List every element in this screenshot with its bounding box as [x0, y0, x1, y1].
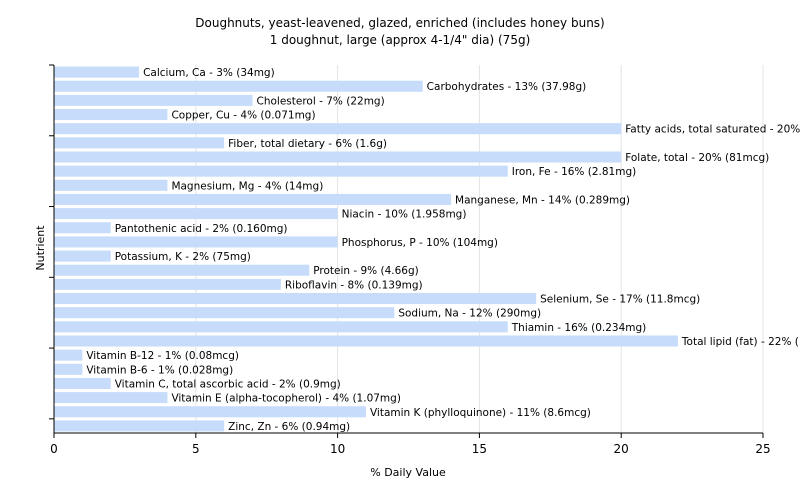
bar-label: Zinc, Zn - 6% (0.94mg): [228, 421, 350, 433]
bar: [54, 222, 111, 234]
bar: [54, 123, 622, 135]
bar: [54, 165, 508, 177]
bar: [54, 420, 225, 432]
bar-label: Manganese, Mn - 14% (0.289mg): [455, 194, 630, 206]
bar: [54, 293, 537, 305]
bar: [54, 278, 281, 290]
bar-label: Folate, total - 20% (81mcg): [625, 152, 769, 164]
chart-title: Doughnuts, yeast-leavened, glazed, enric…: [195, 16, 604, 30]
bar: [54, 208, 338, 220]
bar-label: Iron, Fe - 16% (2.81mg): [512, 166, 636, 178]
bar: [54, 250, 111, 262]
bar: [54, 80, 423, 92]
bar-label: Magnesium, Mg - 4% (14mg): [171, 180, 323, 192]
bar-label: Vitamin B-6 - 1% (0.028mg): [86, 364, 233, 376]
bar: [54, 66, 140, 78]
bar-label: Niacin - 10% (1.958mg): [342, 209, 467, 221]
bar: [54, 151, 622, 163]
x-tick-label: 15: [472, 442, 487, 456]
bar: [54, 321, 508, 333]
bar-label: Vitamin E (alpha-tocopherol) - 4% (1.07m…: [171, 393, 401, 405]
bar-label: Vitamin K (phylloquinone) - 11% (8.6mcg): [370, 407, 591, 419]
bar: [54, 109, 168, 121]
x-tick-label: 25: [755, 442, 770, 456]
bar-label: Pantothenic acid - 2% (0.160mg): [115, 223, 288, 235]
bar: [54, 335, 678, 347]
bar: [54, 392, 168, 404]
bar-label: Cholesterol - 7% (22mg): [257, 95, 385, 107]
bar-label: Calcium, Ca - 3% (34mg): [143, 67, 275, 79]
bar-label: Sodium, Na - 12% (290mg): [398, 308, 541, 320]
bar: [54, 406, 366, 418]
bar-label: Copper, Cu - 4% (0.071mg): [171, 110, 315, 122]
bar: [54, 363, 83, 375]
bar-label: Vitamin C, total ascorbic acid - 2% (0.9…: [115, 378, 341, 390]
bar: [54, 236, 338, 248]
bar-label: Fiber, total dietary - 6% (1.6g): [228, 138, 387, 150]
bar: [54, 137, 225, 149]
bar: [54, 193, 452, 205]
x-axis-label: % Daily Value: [370, 466, 446, 479]
y-axis-label: Nutrient: [34, 225, 47, 271]
x-tick-label: 0: [50, 442, 58, 456]
bar-label: Carbohydrates - 13% (37.98g): [427, 81, 587, 93]
bar-label: Protein - 9% (4.66g): [313, 265, 419, 277]
bar-label: Phosphorus, P - 10% (104mg): [342, 237, 498, 249]
bar-label: Riboflavin - 8% (0.139mg): [285, 279, 423, 291]
bar-label: Vitamin B-12 - 1% (0.08mcg): [86, 350, 239, 362]
bar-label: Potassium, K - 2% (75mg): [115, 251, 251, 263]
bar: [54, 307, 395, 319]
bar: [54, 377, 111, 389]
x-tick-label: 5: [192, 442, 200, 456]
bar: [54, 179, 168, 191]
bar: [54, 94, 253, 106]
bar-label: Total lipid (fat) - 22% (14.32g): [681, 336, 800, 348]
chart-subtitle: 1 doughnut, large (approx 4-1/4" dia) (7…: [270, 33, 531, 47]
bar-label: Thiamin - 16% (0.234mg): [511, 322, 647, 334]
bar-label: Fatty acids, total saturated - 20% (4.08…: [625, 124, 800, 136]
axes: 0 5 10 15 20 25: [49, 64, 771, 456]
x-tick-label: 20: [614, 442, 629, 456]
bars: Calcium, Ca - 3% (34mg) Carbohydrates - 1…: [54, 66, 800, 433]
bar: [54, 264, 310, 276]
x-tick-label: 10: [330, 442, 345, 456]
bar-label: Selenium, Se - 17% (11.8mcg): [540, 294, 700, 306]
bar: [54, 349, 83, 361]
